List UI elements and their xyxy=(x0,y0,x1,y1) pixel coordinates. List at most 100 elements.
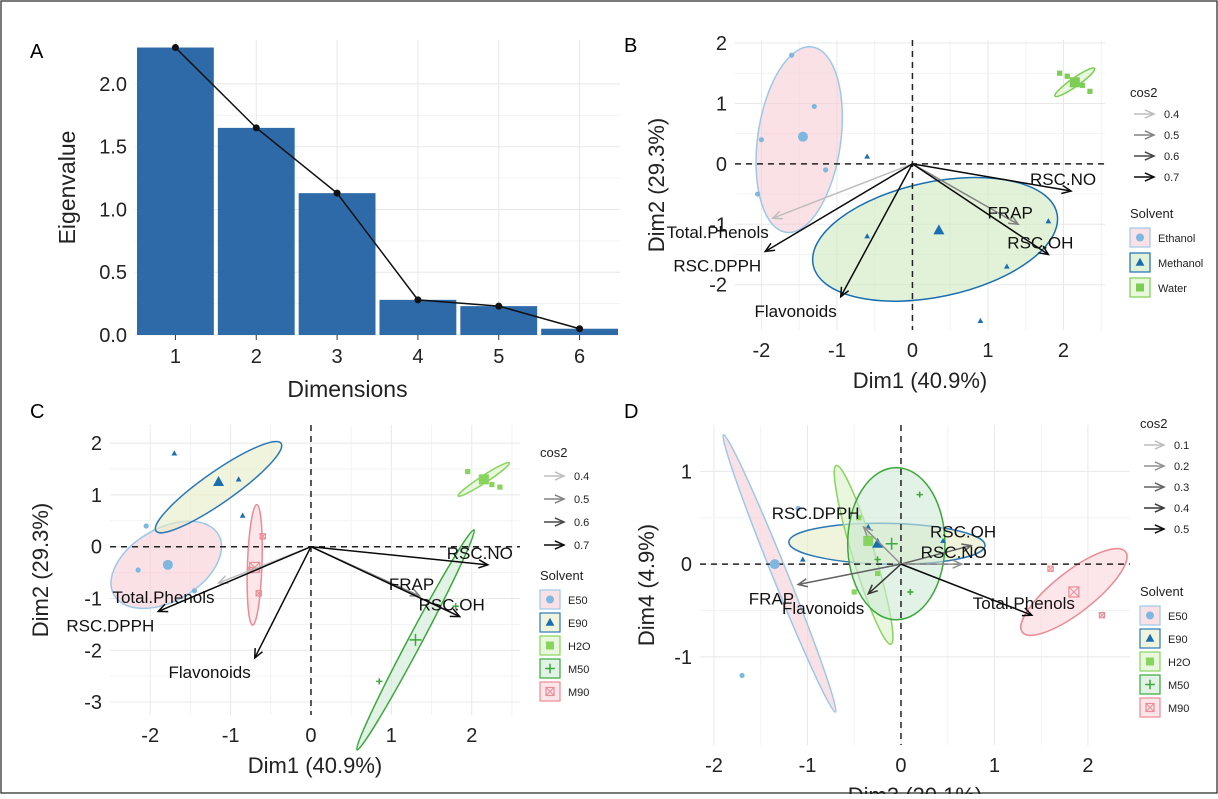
cos2-legend-title: cos2 xyxy=(540,445,567,460)
cos2-legend-label: 0.1 xyxy=(1174,440,1189,452)
point-marker xyxy=(864,153,871,159)
variable-vector xyxy=(157,546,312,613)
cos2-legend-label: 0.3 xyxy=(1174,482,1189,494)
cos2-legend-title: cos2 xyxy=(1140,416,1167,431)
x-tick-label: 1 xyxy=(989,755,1000,777)
point-marker xyxy=(1146,611,1154,620)
y-tick-label: 2.0 xyxy=(99,74,127,96)
y-tick-label: 0 xyxy=(681,554,692,576)
vector-arrowhead xyxy=(1154,503,1166,513)
point-marker xyxy=(545,686,555,697)
point-marker xyxy=(239,512,246,518)
x-tick-label: 6 xyxy=(574,346,585,368)
vector-arrowhead xyxy=(763,242,776,253)
x-tick-label: -1 xyxy=(222,725,240,747)
x-tick-label: 0 xyxy=(907,340,918,362)
cos2-legend-label: 0.4 xyxy=(574,471,589,483)
point-marker xyxy=(171,450,178,456)
vector-arrowhead xyxy=(409,587,422,597)
vector-arrowhead xyxy=(554,540,566,550)
variable-vector xyxy=(310,545,488,566)
y-tick-label: 0.5 xyxy=(99,262,127,284)
point-marker xyxy=(789,52,795,58)
point-marker xyxy=(1136,233,1144,242)
point-marker xyxy=(811,103,817,110)
point-marker xyxy=(755,191,761,197)
point-marker xyxy=(1068,586,1080,598)
point-marker xyxy=(1098,611,1106,619)
vector-arrowhead xyxy=(839,286,850,299)
x-tick-label: 1 xyxy=(170,346,181,368)
solvent-legend-label: M90 xyxy=(1168,703,1189,715)
vector-label: RSC.DPPH xyxy=(673,256,761,275)
x-tick-label: -2 xyxy=(753,340,771,362)
y-tick-label: -1 xyxy=(709,214,727,236)
vector-label: RSC.NO xyxy=(921,543,987,562)
x-tick-label: 2 xyxy=(466,725,477,747)
eigenvalue-point xyxy=(171,44,179,52)
point-marker xyxy=(143,523,149,529)
panel-label-c: C xyxy=(30,401,44,423)
point-marker xyxy=(1099,612,1105,619)
vector-label: RSC.OH xyxy=(930,523,996,542)
solvent-legend-label: M90 xyxy=(568,687,589,699)
confidence-ellipse xyxy=(154,440,283,534)
solvent-legend-label: M50 xyxy=(568,664,589,676)
y-tick-label: 1.0 xyxy=(99,199,127,221)
point-marker xyxy=(933,224,945,235)
point-marker xyxy=(1068,586,1080,598)
point-marker xyxy=(376,678,383,685)
y-tick-label: 1 xyxy=(716,93,727,115)
point-marker xyxy=(1145,703,1155,712)
bar xyxy=(137,47,214,335)
vector-label: Total.Phenols xyxy=(973,594,1075,613)
panel-label-b: B xyxy=(624,35,637,57)
solvent-legend-label: E90 xyxy=(1168,634,1188,646)
variable-vector xyxy=(772,163,913,219)
y-tick-label: -3 xyxy=(84,692,102,714)
vector-arrowhead xyxy=(449,608,462,618)
point-marker xyxy=(255,590,262,597)
panel-label-a: A xyxy=(30,41,44,63)
point-marker xyxy=(235,476,242,482)
vector-arrowhead xyxy=(1144,130,1156,140)
point-marker xyxy=(769,559,780,570)
vector-arrowhead xyxy=(554,471,566,481)
point-marker xyxy=(1047,565,1054,572)
point-marker xyxy=(863,535,874,546)
point-marker xyxy=(1079,82,1085,88)
point-marker xyxy=(1087,88,1093,94)
point-marker xyxy=(907,588,914,596)
confidence-ellipse xyxy=(722,433,837,713)
y-axis-title: Dim2 (29.3%) xyxy=(28,503,53,637)
vector-arrowhead xyxy=(952,559,964,569)
variable-vector xyxy=(840,163,914,298)
solvent-legend-label: H2O xyxy=(568,641,591,653)
point-marker xyxy=(465,469,471,475)
vector-arrowhead xyxy=(1144,172,1156,182)
x-tick-label: 3 xyxy=(332,346,343,368)
point-marker xyxy=(795,505,801,512)
confidence-ellipse xyxy=(246,503,264,626)
solvent-legend-title: Solvent xyxy=(1140,584,1184,599)
cos2-legend-label: 0.7 xyxy=(574,540,589,552)
vector-label: Flavonoids xyxy=(754,302,836,321)
point-marker xyxy=(739,672,745,679)
y-tick-label: 1 xyxy=(681,461,692,483)
point-marker xyxy=(255,590,262,597)
vector-arrowhead xyxy=(771,210,783,220)
vector-arrowhead xyxy=(1154,440,1166,450)
cos2-legend-label: 0.7 xyxy=(1164,172,1179,184)
vector-arrowhead xyxy=(554,494,566,504)
vector-arrowhead xyxy=(1154,524,1166,534)
cos2-legend-title: cos2 xyxy=(1130,85,1157,100)
vector-arrowhead xyxy=(1061,184,1073,195)
eigenvalue-point xyxy=(252,124,260,132)
solvent-legend-title: Solvent xyxy=(540,568,584,583)
eigenvalue-point xyxy=(333,189,341,197)
point-marker xyxy=(1136,283,1144,292)
y-tick-label: 1.5 xyxy=(99,137,127,159)
variable-vector xyxy=(798,563,902,586)
eigenvalue-point xyxy=(495,302,503,310)
